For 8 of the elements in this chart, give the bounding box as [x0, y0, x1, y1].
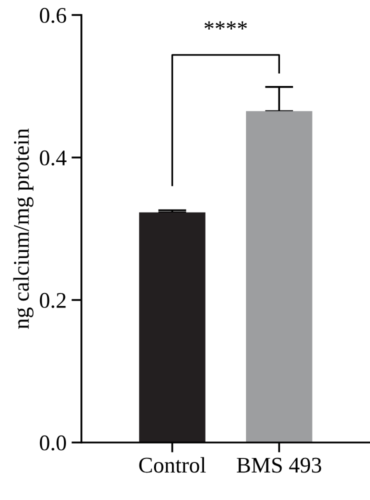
y-tick-label: 0.4 — [40, 150, 66, 166]
annotation: **** — [204, 21, 247, 30]
x-tick-label: BMS 493 — [236, 458, 322, 473]
x-tick-label: Control — [139, 457, 206, 473]
y-tick-label: 0.6 — [40, 8, 66, 24]
y-tick-label: 0.2 — [40, 292, 66, 308]
y-tick-label: 0.0 — [40, 435, 66, 451]
y-axis-title: ng calcium/mg protein — [13, 128, 34, 329]
